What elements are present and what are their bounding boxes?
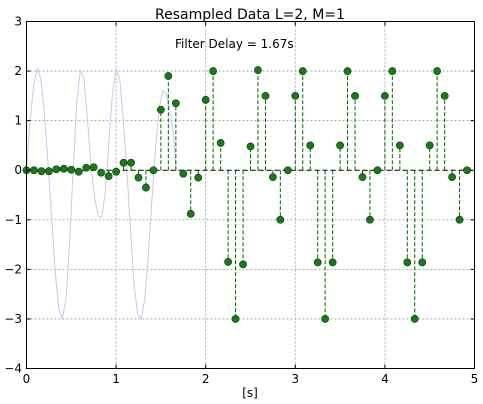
stem-marker [224, 258, 232, 266]
y-tick-label: 3 [14, 15, 22, 29]
stem-marker [231, 315, 240, 323]
stem-marker [463, 166, 471, 175]
stem-marker [89, 163, 98, 172]
stem-marker [455, 215, 464, 224]
y-tick-label: −2 [4, 262, 22, 276]
stem-marker [366, 215, 374, 224]
original-signal-series [26, 66, 177, 321]
stem-marker [343, 67, 352, 75]
stem-marker [246, 142, 255, 151]
stem-marker [209, 67, 218, 75]
x-tick-label: 3 [291, 372, 299, 386]
x-tick-label: 1 [112, 372, 120, 386]
plot-frame [26, 21, 475, 369]
y-tick-label: −1 [4, 213, 22, 227]
stem-marker [112, 167, 120, 176]
stem-marker [30, 166, 38, 175]
resampled-stem-series [22, 66, 475, 323]
chart-title: Resampled Data L=2, M=1 [155, 7, 345, 23]
x-tick-label: 0 [23, 372, 31, 386]
y-tick-label: 2 [14, 64, 22, 78]
stem-marker [52, 165, 61, 174]
y-tick-label: −3 [4, 312, 22, 326]
x-tick-label: 2 [202, 372, 210, 386]
stem-marker [194, 173, 203, 182]
stem-marker [328, 258, 337, 267]
original-signal-line [26, 66, 177, 321]
y-tick-label: −4 [4, 362, 22, 376]
axis-ticks: 0 1 2 3 4 5 −4 −3 −2 −1 0 1 2 3 [4, 15, 478, 387]
stem-marker [186, 209, 195, 218]
stem-marker [239, 260, 247, 269]
stem-marker [448, 173, 456, 182]
stem-marker [156, 105, 165, 114]
stem-marker [149, 166, 158, 175]
stem-marker [59, 164, 68, 173]
stem-marker [45, 167, 53, 176]
stem-marker [321, 315, 330, 323]
stem-marker [104, 172, 113, 181]
stem-marker [380, 91, 389, 100]
x-tick-label: 5 [471, 372, 479, 386]
stem-marker [179, 169, 188, 178]
filter-delay-annotation: Filter Delay = 1.67s [175, 37, 294, 51]
x-axis-label: [s] [242, 386, 258, 400]
stem-marker [440, 91, 449, 100]
stem-marker [201, 95, 210, 104]
stem-marker [216, 139, 225, 147]
stem-marker [351, 91, 359, 100]
stem-marker [313, 258, 322, 267]
stem-marker [358, 173, 367, 182]
stem-marker [164, 72, 173, 80]
stem-marker [171, 99, 180, 108]
stem-marker [306, 141, 315, 150]
stem-marker [403, 258, 412, 267]
stem-marker [97, 168, 106, 177]
stem-marker [395, 141, 404, 150]
stem-marker [425, 141, 434, 150]
stem-marker [433, 67, 442, 75]
x-tick-label: 4 [381, 372, 389, 386]
stem-marker [388, 67, 397, 75]
stem-marker [82, 163, 91, 172]
stem-marker [298, 67, 307, 75]
stem-marker [142, 183, 150, 192]
stem-marker [74, 167, 83, 176]
stem-marker [67, 165, 76, 174]
stem-marker [134, 173, 143, 182]
stem-marker [410, 315, 419, 323]
stem-marker [127, 158, 135, 167]
stem-marker [268, 173, 277, 182]
stem-marker [276, 215, 285, 224]
stem-marker [283, 166, 292, 175]
y-tick-label: 1 [14, 114, 22, 128]
stem-marker [261, 91, 270, 100]
stem-marker [119, 158, 128, 167]
stem-marker [254, 66, 262, 74]
stem-marker [373, 166, 382, 175]
stem-marker [418, 258, 427, 267]
stem-marker [336, 141, 344, 150]
stem-marker [291, 91, 300, 100]
stem-marker [37, 167, 46, 176]
y-tick-label: 0 [14, 163, 22, 177]
